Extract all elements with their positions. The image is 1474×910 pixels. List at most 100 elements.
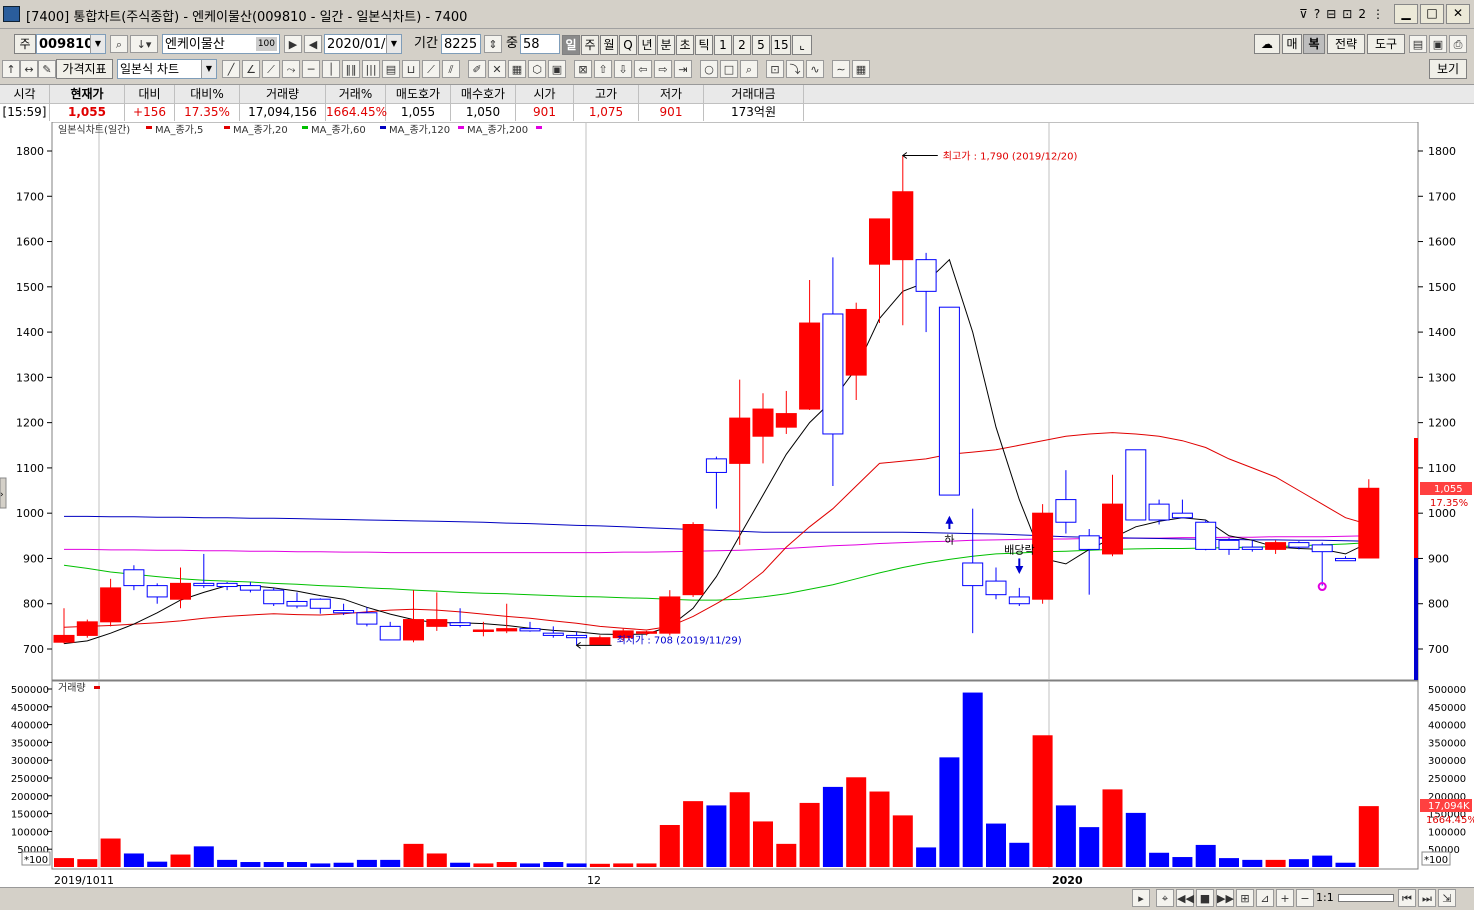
layout-icon[interactable]: ⊟ xyxy=(1326,7,1337,21)
draw-tool-icon-14[interactable]: ▦ xyxy=(508,60,526,78)
fit-icon[interactable]: ⊿ xyxy=(1256,889,1274,907)
draw-tool-icon-16[interactable]: ▣ xyxy=(548,60,566,78)
interval-tab-5[interactable]: 분 xyxy=(657,35,675,55)
draw-tool-icon-20[interactable]: ⇦ xyxy=(634,60,652,78)
two-icon[interactable]: 2 xyxy=(1358,7,1366,21)
grid-icon[interactable]: ⊞ xyxy=(1236,889,1254,907)
draw-tool-icon-3[interactable]: ⤳ xyxy=(282,60,300,78)
market-select[interactable]: 주 xyxy=(14,34,36,54)
last-icon[interactable]: ⏭ xyxy=(1418,889,1436,907)
draw-tool-icon-5[interactable]: │ xyxy=(322,60,340,78)
next-icon[interactable]: ▶ xyxy=(284,35,302,53)
interval-tab-7[interactable]: 틱 xyxy=(695,35,713,55)
draw-tool-icon-8[interactable]: ▤ xyxy=(382,60,400,78)
more-interval-button[interactable]: ⌞ xyxy=(792,35,812,55)
rewind-icon[interactable]: ◀◀ xyxy=(1176,889,1194,907)
interval-tab-3[interactable]: Q xyxy=(619,35,637,55)
zoom-icon[interactable]: ⌖ xyxy=(1156,889,1174,907)
draw-tool-icon-17[interactable]: ⊠ xyxy=(574,60,592,78)
side-tab[interactable] xyxy=(0,477,7,509)
more-icon[interactable]: ⋮ xyxy=(1372,7,1384,21)
stop-icon[interactable]: ■ xyxy=(1196,889,1214,907)
draw-tool-icon-24[interactable]: □ xyxy=(720,60,738,78)
stock-name-field[interactable]: 엔케이물산 100 xyxy=(162,34,280,54)
draw-tool-icon-13[interactable]: ✕ xyxy=(488,60,506,78)
first-icon[interactable]: ⏮ xyxy=(1398,889,1416,907)
sort-icon[interactable]: ↓▾ xyxy=(130,35,158,53)
chart-area[interactable]: 1800 1800 1700 1700 1600 1600 1500 1500 1400 1400… xyxy=(0,121,1474,887)
draw-tool-icon-28[interactable]: ∿ xyxy=(806,60,824,78)
draw-tool-icon-11[interactable]: ⫽ xyxy=(442,60,460,78)
draw-tool-icon-22[interactable]: ⇥ xyxy=(674,60,692,78)
draw-tool-icon-29[interactable]: ∼ xyxy=(832,60,850,78)
draw-tool-icon-26[interactable]: ⊡ xyxy=(766,60,784,78)
save-icon[interactable]: ▣ xyxy=(1429,35,1447,53)
pin-icon[interactable]: ⊽ xyxy=(1299,7,1308,21)
interval-tab-10[interactable]: 5 xyxy=(752,35,770,55)
draw-tool-icon-4[interactable]: ─ xyxy=(302,60,320,78)
draw-tool-icon-10[interactable]: ⟋ xyxy=(422,60,440,78)
date-field[interactable]: 2020/01/22 ▼ xyxy=(324,34,402,54)
ratio-label[interactable]: 1:1 xyxy=(1316,891,1334,904)
chart-type-select[interactable]: 일본식 차트 ▼ xyxy=(117,59,217,79)
draw-tool-icon-6[interactable]: ‖‖ xyxy=(342,60,360,78)
volume-bar-54 xyxy=(1312,855,1333,867)
interval-tab-0[interactable]: 일 xyxy=(562,35,580,55)
interval-tab-2[interactable]: 월 xyxy=(600,35,618,55)
maximize-icon[interactable]: □ xyxy=(1420,4,1444,24)
draw-tool-icon-1[interactable]: ∠ xyxy=(242,60,260,78)
draw-tool-icon-7[interactable]: ||| xyxy=(362,60,380,78)
close-icon[interactable]: ✕ xyxy=(1446,4,1470,24)
draw-tool-icon-15[interactable]: ⬡ xyxy=(528,60,546,78)
period-input[interactable]: 8225 xyxy=(441,34,481,54)
draw-tool-icon-30[interactable]: ▦ xyxy=(852,60,870,78)
print-icon[interactable]: ⎙ xyxy=(1449,35,1467,53)
ma60-line xyxy=(63,542,1369,601)
strategy-button[interactable]: 전략 xyxy=(1327,34,1365,54)
draw-tool-icon-19[interactable]: ⇩ xyxy=(614,60,632,78)
draw-tool-icon-21[interactable]: ⇨ xyxy=(654,60,672,78)
cloud-icon[interactable]: ☁ xyxy=(1254,34,1280,54)
tools-button[interactable]: 도구 xyxy=(1367,34,1405,54)
search-icon[interactable]: ⌕ xyxy=(110,35,128,53)
export-icon[interactable]: ⇲ xyxy=(1438,889,1456,907)
resize-icon[interactable]: ↔ xyxy=(20,60,38,78)
candle-body-47 xyxy=(1148,503,1170,521)
draw-tool-icon-9[interactable]: ⊔ xyxy=(402,60,420,78)
draw-tool-icon-18[interactable]: ⇧ xyxy=(594,60,612,78)
right-btn-1[interactable]: 매 xyxy=(1282,34,1302,54)
draw-tool-icon-2[interactable]: ⟋ xyxy=(262,60,280,78)
count-input[interactable]: 58 xyxy=(520,34,560,54)
interval-tab-1[interactable]: 주 xyxy=(581,35,599,55)
minus-icon[interactable]: − xyxy=(1296,889,1314,907)
prev-icon[interactable]: ◀ xyxy=(304,35,322,53)
minimize-icon[interactable]: ▁ xyxy=(1394,4,1418,24)
code-input[interactable]: 009810 ▼ xyxy=(36,34,106,54)
interval-tab-4[interactable]: 년 xyxy=(638,35,656,55)
draw-tool-icon-0[interactable]: ╱ xyxy=(222,60,240,78)
view-button[interactable]: 보기 xyxy=(1429,59,1467,79)
indicator-button[interactable]: 가격지표 xyxy=(56,59,113,79)
interval-tab-8[interactable]: 1 xyxy=(714,35,732,55)
spin-icon[interactable]: ⇕ xyxy=(484,35,502,53)
scroll-right-icon[interactable]: ▸ xyxy=(1132,889,1150,907)
side-tab-arrow-icon[interactable]: › xyxy=(0,490,4,500)
interval-tab-9[interactable]: 2 xyxy=(733,35,751,55)
draw-tool-icon-27[interactable]: ⤵ xyxy=(786,60,804,78)
edit-icon[interactable]: ✎ xyxy=(38,60,56,78)
right-btn-2[interactable]: 복 xyxy=(1303,34,1325,54)
chart-svg[interactable]: 1800 1800 1700 1700 1600 1600 1500 1500 1400 1400… xyxy=(0,121,1474,887)
draw-tool-icon-12[interactable]: ✐ xyxy=(468,60,486,78)
interval-tab-11[interactable]: 15 xyxy=(771,35,791,55)
draw-tool-icon-25[interactable]: ⌕ xyxy=(740,60,758,78)
help-icon[interactable]: ? xyxy=(1313,7,1321,21)
zoom-slider[interactable] xyxy=(1338,894,1394,902)
folder-icon[interactable]: ▤ xyxy=(1409,35,1427,53)
interval-tab-6[interactable]: 초 xyxy=(676,35,694,55)
draw-tool-icon-23[interactable]: ○ xyxy=(700,60,718,78)
transfer-icon[interactable]: ⊡ xyxy=(1342,7,1353,21)
plus-icon[interactable]: + xyxy=(1276,889,1294,907)
up-icon[interactable]: ↑ xyxy=(2,60,20,78)
forward-icon[interactable]: ▶▶ xyxy=(1216,889,1234,907)
volume-bar-11 xyxy=(310,863,331,867)
